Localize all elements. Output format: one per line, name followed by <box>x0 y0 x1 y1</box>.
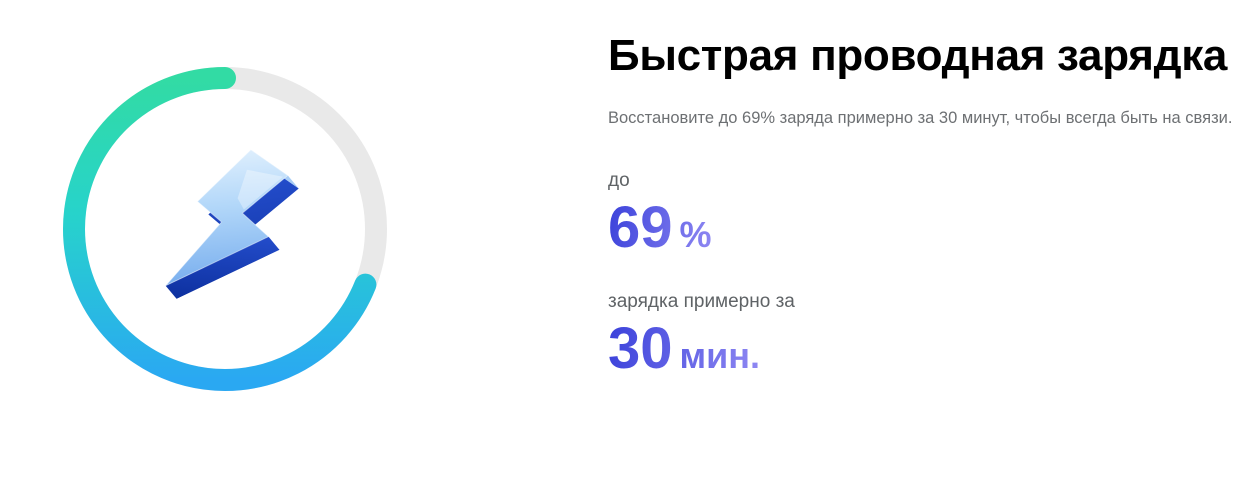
stat-percent-label: до <box>608 170 630 192</box>
stat-charge-percent: до 69 % <box>608 169 1230 260</box>
charging-stats: до 69 % зарядка примерно за 30 мин. <box>608 169 1230 380</box>
stat-charge-time: зарядка примерно за 30 мин. <box>608 290 1230 381</box>
progress-ring-svg <box>63 67 387 391</box>
stat-time-value: 30 <box>608 315 673 381</box>
stat-time-value-row: 30 мин. <box>608 318 760 381</box>
stat-time-label: зарядка примерно за <box>608 290 795 312</box>
stat-percent-value-row: 69 % <box>608 197 712 260</box>
stat-percent-unit: % <box>679 214 712 256</box>
progress-arc <box>63 67 377 391</box>
section-description: Восстановите до 69% заряда примерно за 3… <box>608 109 1233 127</box>
stat-percent-value: 69 <box>608 195 673 261</box>
stat-time-unit: мин. <box>679 334 761 376</box>
charging-progress-ring <box>58 62 392 396</box>
lightning-bolt-3d-icon <box>165 149 299 299</box>
content-column: Быстрая проводная зарядка Восстановите д… <box>608 28 1233 381</box>
section-title: Быстрая проводная зарядка <box>608 31 1228 80</box>
